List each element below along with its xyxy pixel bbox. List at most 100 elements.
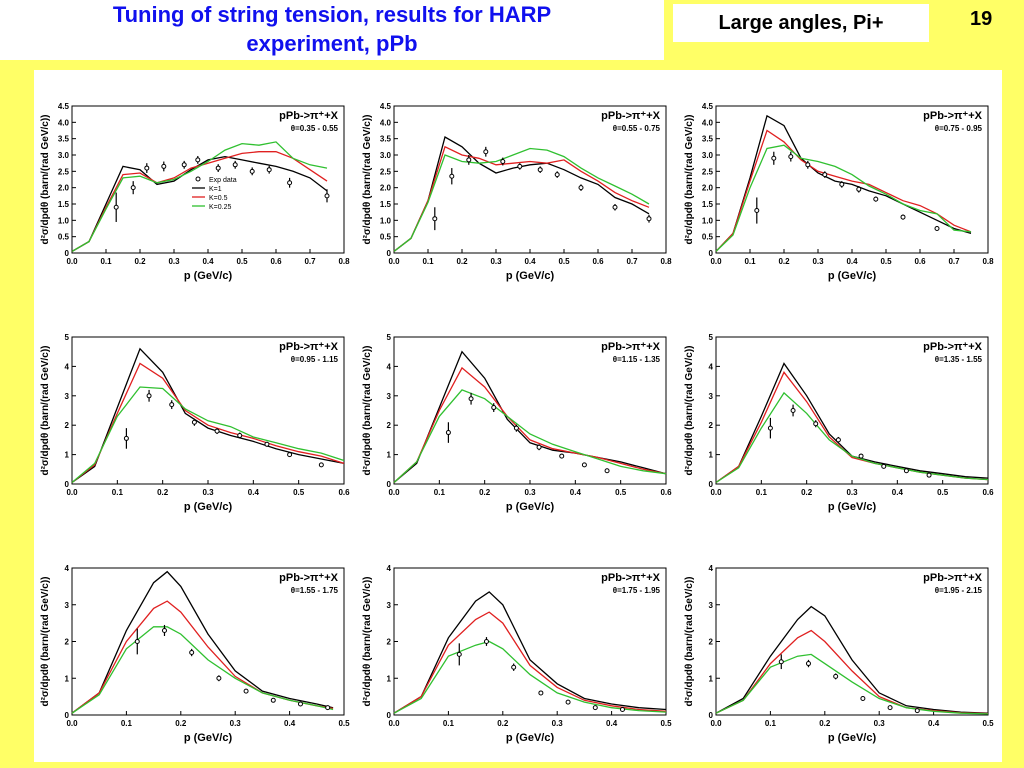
data-point <box>161 163 167 169</box>
y-tick-label: 1.5 <box>380 200 392 209</box>
reaction-label: pPb->π⁺+X <box>279 341 339 353</box>
y-axis-label: d²σ/dpdθ (barn/(rad GeV/c)) <box>362 345 373 475</box>
x-tick-label: 0.1 <box>443 719 455 728</box>
y-tick-label: 1.5 <box>58 200 70 209</box>
y-tick-label: 0.5 <box>58 233 70 242</box>
x-axis-label: p (GeV/c) <box>506 732 555 744</box>
x-axis-label: p (GeV/c) <box>506 270 555 282</box>
theta-range-label: θ=1.35 - 1.55 <box>935 355 983 364</box>
series-line-k05 <box>71 600 334 714</box>
series-line-k1 <box>393 350 667 483</box>
x-tick-label: 0.1 <box>121 719 133 728</box>
data-point <box>805 661 811 667</box>
y-tick-label: 2.5 <box>380 167 392 176</box>
x-tick-label: 0.4 <box>570 488 582 497</box>
x-tick-label: 0.3 <box>812 257 824 266</box>
x-tick-label: 0.2 <box>479 488 491 497</box>
series-line-k025 <box>393 640 667 714</box>
x-tick-label: 0.4 <box>524 257 536 266</box>
x-tick-label: 0.3 <box>168 257 180 266</box>
y-tick-label: 1 <box>387 451 392 460</box>
x-tick-label: 0.3 <box>230 719 242 728</box>
series-line-k025 <box>715 391 989 484</box>
y-tick-label: 1.5 <box>702 200 714 209</box>
x-tick-label: 0.1 <box>422 257 434 266</box>
reaction-label: pPb->π⁺+X <box>923 341 983 353</box>
x-tick-label: 0.6 <box>338 488 350 497</box>
data-point <box>767 425 773 431</box>
data-point <box>926 472 932 478</box>
x-tick-label: 0.3 <box>524 488 536 497</box>
y-tick-label: 2.0 <box>380 184 392 193</box>
y-tick-label: 4 <box>387 564 392 573</box>
data-point <box>483 149 489 155</box>
x-axis-label: p (GeV/c) <box>828 732 877 744</box>
y-tick-label: 1 <box>709 674 714 683</box>
y-tick-label: 3.5 <box>380 135 392 144</box>
y-tick-label: 2.5 <box>58 167 70 176</box>
data-point <box>266 167 272 173</box>
x-tick-label: 0.3 <box>874 719 886 728</box>
theta-range-label: θ=0.35 - 0.55 <box>291 124 339 133</box>
x-tick-label: 0.6 <box>982 488 994 497</box>
data-point <box>287 452 293 458</box>
data-point <box>592 705 598 711</box>
data-point <box>249 168 255 174</box>
reaction-label: pPb->π⁺+X <box>923 572 983 584</box>
x-tick-label: 0.0 <box>388 488 400 497</box>
y-tick-label: 3 <box>709 392 714 401</box>
x-tick-label: 0.0 <box>388 257 400 266</box>
y-tick-label: 3.5 <box>702 135 714 144</box>
series-line-k025 <box>393 389 667 483</box>
series-line-k025 <box>393 147 650 252</box>
series-line-k025 <box>715 653 989 715</box>
x-tick-label: 0.4 <box>606 719 618 728</box>
data-point <box>513 425 519 431</box>
x-tick-label: 0.0 <box>710 719 722 728</box>
data-point <box>833 673 839 679</box>
data-point <box>554 172 560 178</box>
x-tick-label: 0.0 <box>388 719 400 728</box>
chart-panel-1: 0.0 0.1 0.2 0.3 0.4 0.5 0.6 0.7 0.8 0 0.5 1.0 1.5 2.0… <box>40 102 350 282</box>
y-tick-label: 4.5 <box>702 102 714 111</box>
data-point <box>191 419 197 425</box>
theta-range-label: θ=0.75 - 0.95 <box>935 124 983 133</box>
x-tick-label: 0.3 <box>202 488 214 497</box>
legend-entry: K=0.5 <box>209 195 228 202</box>
slide-subtitle: Large angles, Pi+ <box>673 4 929 42</box>
y-axis-label: d²σ/dpdθ (barn/(rad GeV/c)) <box>40 576 51 706</box>
y-tick-label: 1 <box>387 674 392 683</box>
data-point <box>565 699 571 705</box>
x-tick-label: 0.2 <box>497 719 509 728</box>
page-number: 19 <box>970 8 993 30</box>
theta-range-label: θ=0.95 - 1.15 <box>291 355 339 364</box>
data-point <box>788 154 794 160</box>
x-tick-label: 0.2 <box>157 488 169 497</box>
y-tick-label: 4 <box>709 362 714 371</box>
x-tick-label: 0.5 <box>937 488 949 497</box>
y-axis-label: d²σ/dpdθ (barn/(rad GeV/c)) <box>684 114 695 244</box>
x-tick-label: 0.0 <box>710 257 722 266</box>
y-axis-label: d²σ/dpdθ (barn/(rad GeV/c)) <box>684 345 695 475</box>
x-tick-label: 0.4 <box>248 488 260 497</box>
data-point <box>134 639 140 644</box>
x-tick-label: 0.7 <box>948 257 960 266</box>
series-line-k025 <box>71 386 345 483</box>
legend-entry: K=1 <box>209 186 222 193</box>
y-tick-label: 1 <box>709 451 714 460</box>
data-point <box>873 196 879 202</box>
data-point <box>612 204 618 210</box>
data-point <box>466 157 472 163</box>
data-point <box>491 405 497 411</box>
theta-range-label: θ=1.75 - 1.95 <box>613 586 661 595</box>
x-tick-label: 0.5 <box>236 257 248 266</box>
data-point <box>483 639 489 644</box>
reaction-label: pPb->π⁺+X <box>601 110 661 122</box>
data-point <box>511 664 517 670</box>
series-line-k1 <box>393 136 650 252</box>
x-tick-label: 0.5 <box>982 719 994 728</box>
theta-range-label: θ=1.55 - 1.75 <box>291 586 339 595</box>
data-point <box>856 186 862 192</box>
data-point <box>169 402 175 408</box>
y-tick-label: 3 <box>387 392 392 401</box>
